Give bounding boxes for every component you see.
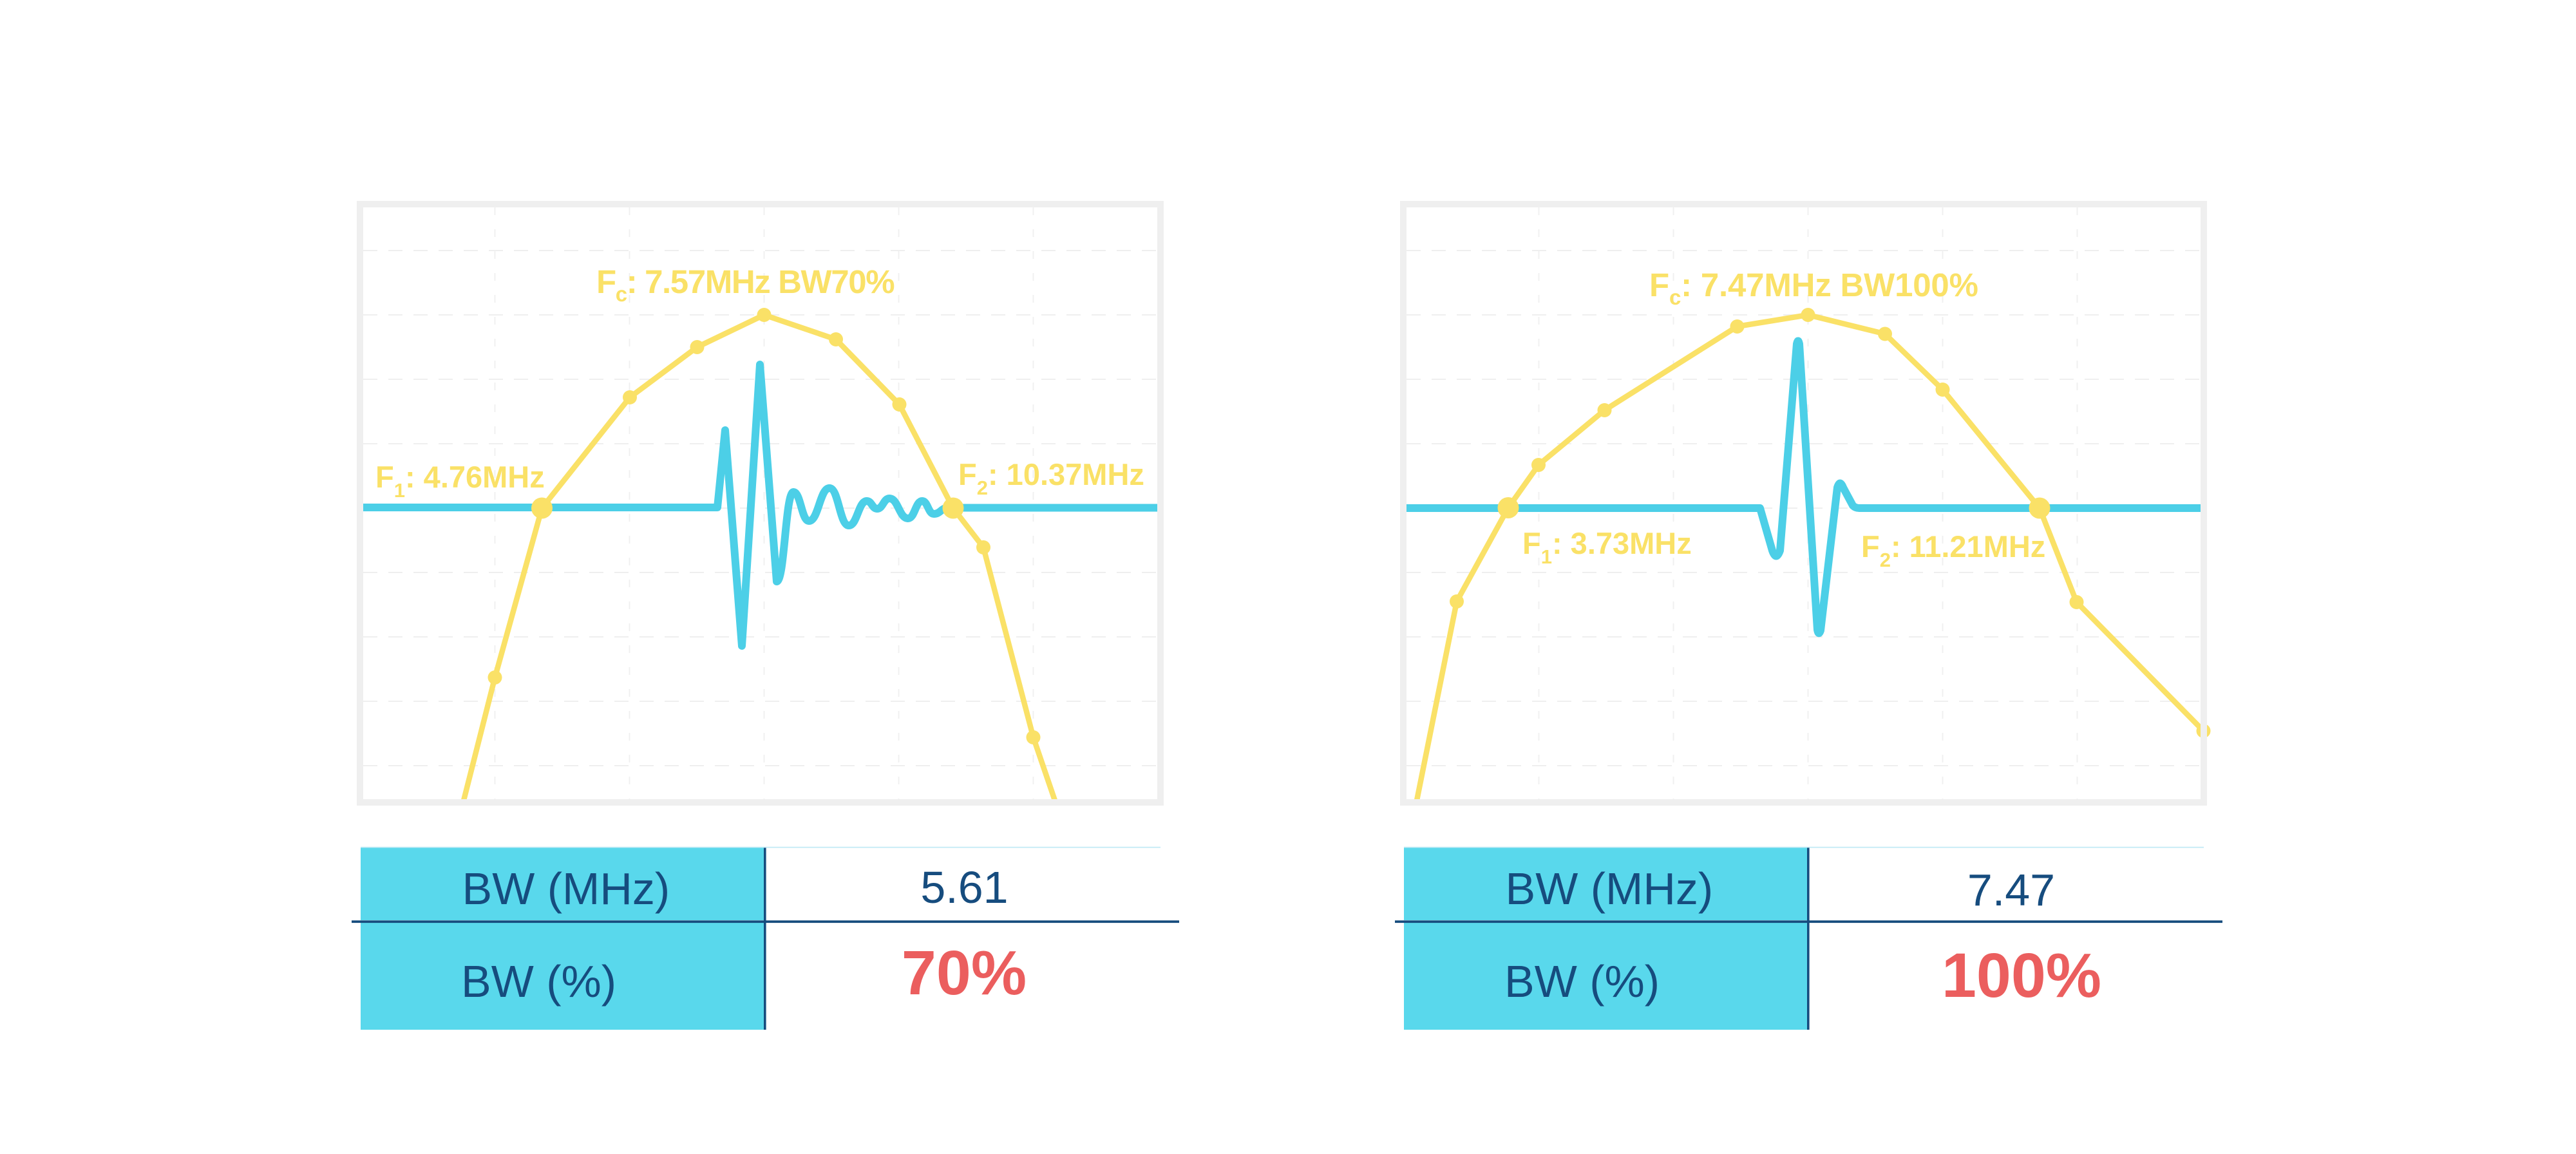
- svg-text:BW (%): BW (%): [461, 956, 616, 1007]
- svg-text:Fc: 7.57MHz BW70%: Fc: 7.57MHz BW70%: [596, 263, 894, 306]
- svg-text:F1: 3.73MHz: F1: 3.73MHz: [1522, 526, 1692, 568]
- svg-text:Fc: 7.47MHz BW100%: Fc: 7.47MHz BW100%: [1649, 267, 1978, 309]
- svg-text:F2: 11.21MHz: F2: 11.21MHz: [1861, 529, 2045, 571]
- svg-text:7.47: 7.47: [1967, 865, 2055, 915]
- svg-text:BW (%): BW (%): [1504, 956, 1660, 1007]
- svg-text:BW (MHz): BW (MHz): [1506, 864, 1714, 914]
- svg-text:5.61: 5.61: [920, 862, 1008, 913]
- svg-text:70%: 70%: [902, 938, 1027, 1008]
- svg-text:F2: 10.37MHz: F2: 10.37MHz: [958, 457, 1144, 499]
- svg-text:100%: 100%: [1942, 940, 2101, 1010]
- svg-text:BW (MHz): BW (MHz): [462, 864, 670, 914]
- svg-text:F1: 4.76MHz: F1: 4.76MHz: [375, 460, 545, 502]
